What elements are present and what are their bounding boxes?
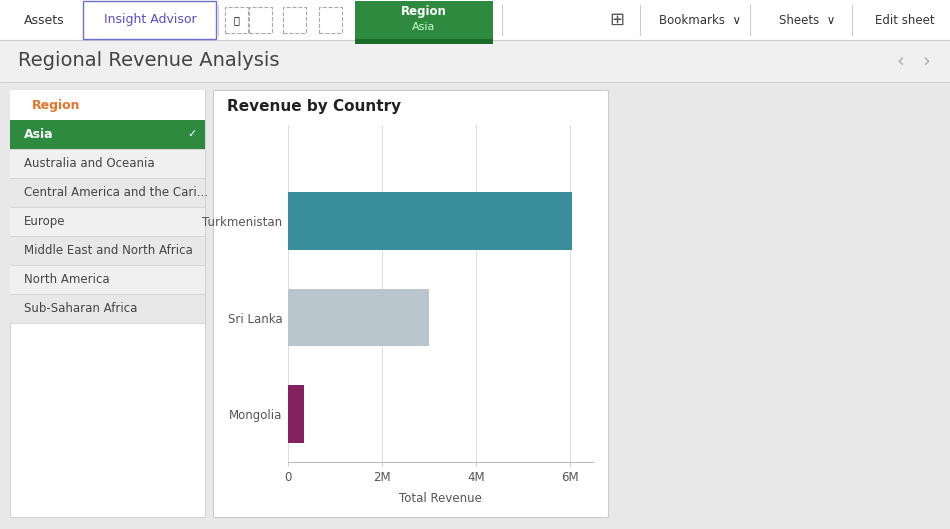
Text: Region: Region <box>401 5 446 19</box>
Bar <box>10 265 205 294</box>
Bar <box>10 149 205 178</box>
Bar <box>283 7 306 33</box>
Bar <box>355 1 493 39</box>
Bar <box>10 90 205 517</box>
Bar <box>213 90 608 517</box>
Bar <box>10 90 205 120</box>
Bar <box>10 120 205 149</box>
Text: Assets: Assets <box>24 14 65 26</box>
Text: North America: North America <box>24 273 109 286</box>
Text: Revenue by Country: Revenue by Country <box>227 98 401 114</box>
Bar <box>10 178 205 207</box>
Text: Regional Revenue Analysis: Regional Revenue Analysis <box>18 51 279 70</box>
Text: ‹: ‹ <box>896 51 903 70</box>
Bar <box>0 40 950 82</box>
Bar <box>288 385 304 443</box>
Text: Sub-Saharan Africa: Sub-Saharan Africa <box>24 302 138 315</box>
Bar <box>288 193 572 250</box>
Text: ›: › <box>922 51 930 70</box>
Bar <box>83 1 216 39</box>
Bar <box>355 39 493 44</box>
Bar <box>249 7 272 33</box>
Bar <box>0 0 950 40</box>
Text: ✓: ✓ <box>188 130 197 140</box>
Text: 🔍: 🔍 <box>233 15 239 25</box>
Text: Europe: Europe <box>24 215 66 228</box>
Bar <box>10 236 205 265</box>
Bar <box>288 289 428 346</box>
Text: Asia: Asia <box>412 22 436 32</box>
Text: Middle East and North Africa: Middle East and North Africa <box>24 244 193 257</box>
Text: Edit sheet: Edit sheet <box>875 14 935 26</box>
Text: ⊞: ⊞ <box>610 11 624 29</box>
Bar <box>10 207 205 236</box>
Text: Insight Advisor: Insight Advisor <box>104 14 197 26</box>
Text: Sheets  ∨: Sheets ∨ <box>779 14 835 26</box>
Text: Bookmarks  ∨: Bookmarks ∨ <box>659 14 741 26</box>
Text: Asia: Asia <box>24 128 53 141</box>
Bar <box>10 294 205 323</box>
Bar <box>225 7 248 33</box>
X-axis label: Total Revenue: Total Revenue <box>399 492 482 505</box>
Text: Region: Region <box>32 98 81 112</box>
Bar <box>319 7 342 33</box>
Text: Central America and the Cari...: Central America and the Cari... <box>24 186 208 199</box>
Text: Australia and Oceania: Australia and Oceania <box>24 157 155 170</box>
